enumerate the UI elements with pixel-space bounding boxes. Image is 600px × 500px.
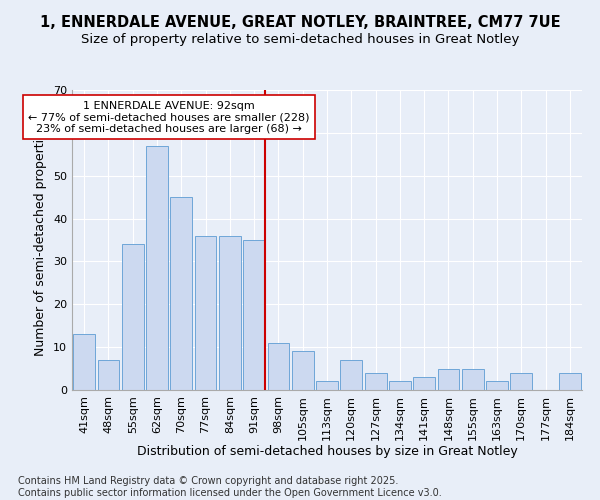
Bar	[462, 368, 484, 390]
Bar	[194, 236, 217, 390]
Text: Contains HM Land Registry data © Crown copyright and database right 2025.
Contai: Contains HM Land Registry data © Crown c…	[18, 476, 442, 498]
Text: 1 ENNERDALE AVENUE: 92sqm
← 77% of semi-detached houses are smaller (228)
23% of: 1 ENNERDALE AVENUE: 92sqm ← 77% of semi-…	[28, 100, 310, 134]
Bar	[389, 382, 411, 390]
Text: Size of property relative to semi-detached houses in Great Notley: Size of property relative to semi-detach…	[81, 32, 519, 46]
Bar	[316, 382, 338, 390]
Bar	[122, 244, 143, 390]
Bar	[97, 360, 119, 390]
X-axis label: Distribution of semi-detached houses by size in Great Notley: Distribution of semi-detached houses by …	[137, 446, 517, 458]
Bar	[243, 240, 265, 390]
Bar	[219, 236, 241, 390]
Bar	[437, 368, 460, 390]
Bar	[559, 373, 581, 390]
Bar	[292, 352, 314, 390]
Text: 1, ENNERDALE AVENUE, GREAT NOTLEY, BRAINTREE, CM77 7UE: 1, ENNERDALE AVENUE, GREAT NOTLEY, BRAIN…	[40, 15, 560, 30]
Bar	[511, 373, 532, 390]
Bar	[170, 197, 192, 390]
Bar	[340, 360, 362, 390]
Bar	[413, 377, 435, 390]
Bar	[146, 146, 168, 390]
Y-axis label: Number of semi-detached properties: Number of semi-detached properties	[34, 124, 47, 356]
Bar	[365, 373, 386, 390]
Bar	[73, 334, 95, 390]
Bar	[486, 382, 508, 390]
Bar	[268, 343, 289, 390]
